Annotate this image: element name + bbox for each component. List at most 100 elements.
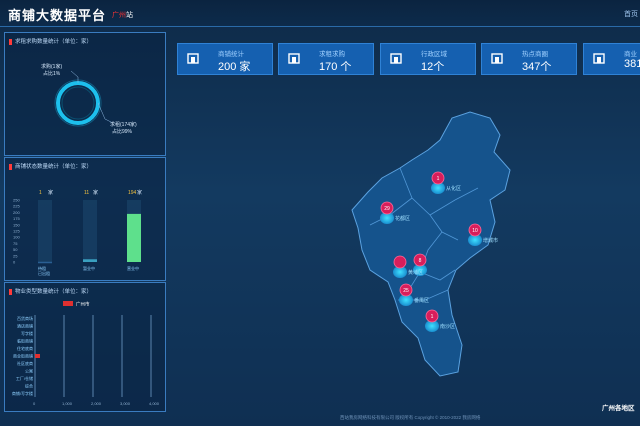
status-bar xyxy=(127,213,141,262)
category-label: 百货商场 xyxy=(17,315,33,321)
marker-district-name: 南沙区 xyxy=(440,323,455,330)
stat-value: 12个 xyxy=(421,61,445,73)
category-label: 酒店商铺 xyxy=(17,323,33,329)
city-tag[interactable]: 广州站 xyxy=(112,10,133,20)
y-tick-label: 125 xyxy=(13,229,20,234)
stat-label: 商铺统计 xyxy=(218,51,244,58)
category-label: 公寓 xyxy=(25,367,33,373)
map-marker[interactable]: 1 从化区 xyxy=(431,171,461,194)
stat-value: 200 家 xyxy=(218,61,251,73)
marker-count: 1 xyxy=(437,176,440,182)
x-tick-label: 1,000 xyxy=(62,401,73,406)
panel-title: 物业类型数量统计（单位：家） xyxy=(9,287,92,295)
y-tick-label: 0 xyxy=(13,260,16,265)
marker-count: 1 xyxy=(431,314,434,320)
stat-label: 行政区域 xyxy=(421,51,447,58)
marker-bubble xyxy=(413,253,427,267)
map-marker[interactable]: 黄埔区 xyxy=(393,255,423,278)
marker-bubble xyxy=(399,283,413,297)
category-label: 住宅底商 xyxy=(17,345,33,351)
status-unit: 家 xyxy=(93,189,98,196)
donut-inner xyxy=(61,86,95,120)
status-label: 营业中 xyxy=(127,265,139,271)
marker-district-name: 黄埔区 xyxy=(408,269,423,276)
donut-ring-big xyxy=(56,81,100,125)
category-label: 商铺/写字楼 xyxy=(12,390,33,396)
y-tick-label: 50 xyxy=(13,247,18,252)
category-label: 临街商铺 xyxy=(17,338,33,344)
panel-title: 求租求购数量统计（单位：家） xyxy=(9,37,92,45)
city-name: 广州 xyxy=(112,12,126,19)
map-marker[interactable]: 25 番禺区 xyxy=(399,283,429,306)
status-count: 1 xyxy=(39,190,42,196)
donut-label-big-1: 求租(174家) xyxy=(110,121,137,128)
footer-copyright: 西站我房网络科技有限公司 版权所有 Copyright © 2010-2022 … xyxy=(340,415,481,420)
status-label: 暂业中 xyxy=(83,265,95,271)
marker-district-name: 增城市 xyxy=(483,237,498,244)
stat-label: 热点商圈 xyxy=(522,51,548,58)
marker-count: 10 xyxy=(472,228,478,234)
y-tick-label: 175 xyxy=(13,216,20,221)
status-bar-track xyxy=(38,200,52,262)
map-region-icon xyxy=(390,53,402,64)
marker-base xyxy=(399,294,413,306)
legend-swatch xyxy=(63,301,73,306)
stat-label: 求租求购 xyxy=(319,51,345,58)
legend-label: 广州市 xyxy=(76,301,90,308)
status-count: 11 xyxy=(84,190,89,196)
leader-line-big xyxy=(97,102,114,124)
stat-card-4[interactable]: 商业 381 xyxy=(583,43,640,75)
donut-label-small-2: 占比1% xyxy=(43,70,61,77)
donut-label-small-1: 求购(1家) xyxy=(41,63,62,70)
house-icon xyxy=(288,53,300,64)
marker-base xyxy=(380,212,394,224)
map-marker[interactable]: 10 增城市 xyxy=(468,223,498,246)
property-bar xyxy=(35,354,40,358)
marker-bubble xyxy=(393,255,407,269)
marker-count: 29 xyxy=(384,206,390,212)
stat-card-2[interactable]: 行政区域 12个 xyxy=(380,43,476,75)
marker-district-name: 从化区 xyxy=(446,185,461,192)
y-tick-label: 250 xyxy=(13,198,20,203)
status-label: 待租 xyxy=(38,265,46,271)
x-tick-label: 2,000 xyxy=(91,401,102,406)
stat-card-1[interactable]: 求租求购 170 个 xyxy=(278,43,374,75)
stat-value: 347个 xyxy=(522,61,552,73)
status-unit: 家 xyxy=(48,189,53,196)
marker-bubble xyxy=(425,309,439,323)
status-count: 194 xyxy=(128,190,137,196)
stat-card-3[interactable]: 热点商圈 347个 xyxy=(481,43,577,75)
category-label: 综合 xyxy=(25,382,33,388)
status-bar xyxy=(38,261,52,264)
panel-title: 商铺状态数量统计（单位：家） xyxy=(9,162,92,170)
rent-buy-panel: 求租求购数量统计（单位：家） 求购(1家) 占比1% 求租(174家) 占比99… xyxy=(4,32,166,156)
map-marker[interactable]: 8 xyxy=(413,253,427,276)
stat-card-0[interactable]: 商铺统计 200 家 xyxy=(177,43,273,75)
marker-base xyxy=(425,320,439,332)
map-region-label: 广州各地区 xyxy=(602,405,635,412)
y-tick-label: 200 xyxy=(13,210,20,215)
app-title: 商铺大数据平台 xyxy=(8,8,107,23)
category-label: 写字楼 xyxy=(21,330,33,336)
marker-bubble xyxy=(380,201,394,215)
category-label: 社区底商 xyxy=(17,360,33,366)
y-tick-label: 100 xyxy=(13,235,20,240)
map-marker[interactable]: 29 花都区 xyxy=(380,201,410,224)
donut-label-big-2: 占比99% xyxy=(112,128,133,135)
marker-district-name: 花都区 xyxy=(395,215,410,222)
y-tick-label: 25 xyxy=(13,253,18,258)
category-label: 商业街商铺 xyxy=(13,353,33,359)
y-tick-label: 75 xyxy=(13,241,18,246)
map-marker[interactable]: 1 南沙区 xyxy=(425,309,455,332)
stat-label: 商业 xyxy=(624,51,637,58)
marker-base xyxy=(431,182,445,194)
marker-bubble xyxy=(431,171,445,185)
home-link[interactable]: 首页 xyxy=(624,11,638,18)
location-pin-icon xyxy=(593,53,605,64)
y-tick-label: 150 xyxy=(13,222,20,227)
map-outline xyxy=(351,111,511,377)
store-icon xyxy=(187,53,199,64)
property-type-panel: 物业类型数量统计（单位：家） 广州市 0 1,000 2,000 3,000 4,000 百… xyxy=(4,282,166,412)
stat-value: 381 xyxy=(624,58,640,70)
